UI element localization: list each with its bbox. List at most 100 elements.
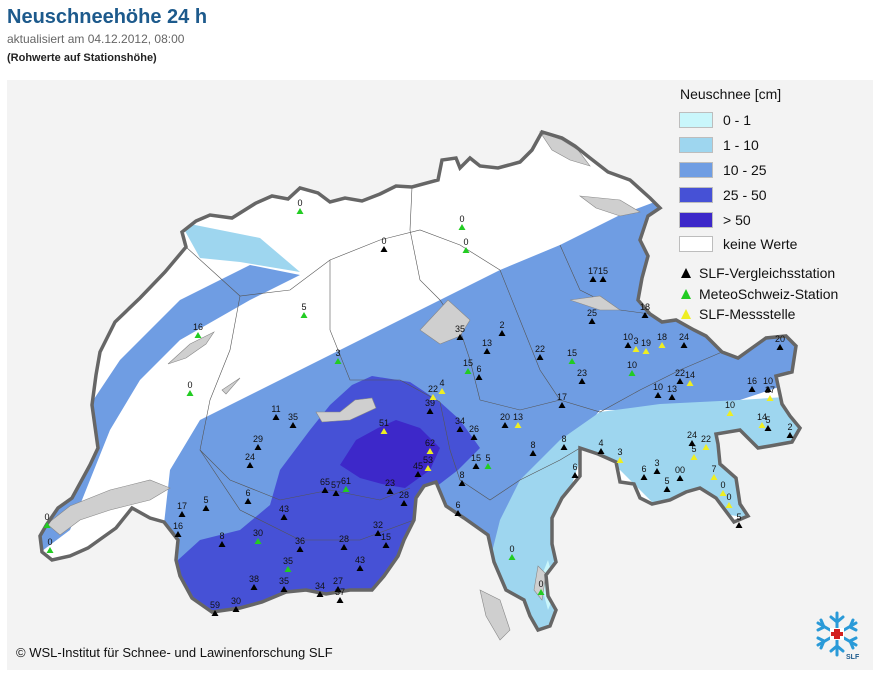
station-value: 36 [295,536,305,546]
station-value: 62 [425,438,435,448]
station-triangle [380,246,388,252]
station-value: 5 [301,302,306,312]
legend-symbol-slf-measure: SLF-Messstelle [681,306,795,322]
station-value: 5 [664,476,669,486]
station-marker: 34 [455,416,465,432]
station-value: 0 [459,214,464,224]
station-triangle [454,510,462,516]
legend-label: 25 - 50 [723,187,767,203]
page-title: Neuschneehöhe 24 h [7,6,208,28]
legend-class: keine Werte [679,235,797,253]
legend-label: 10 - 25 [723,162,767,178]
station-value: 26 [469,424,479,434]
station-triangle [632,346,640,352]
station-marker: 2 [498,320,506,336]
station-value: 53 [423,455,433,465]
station-triangle [599,276,607,282]
station-marker: 3 [632,336,640,352]
station-marker: 37 [335,587,345,603]
station-marker: 22 [701,434,711,450]
station-marker: 10 [763,376,773,392]
station-marker: 51 [379,418,389,434]
zone-1-10-jura [180,222,300,272]
station-marker: 15 [471,453,481,469]
station-marker: 6 [475,364,483,380]
station-value: 27 [333,576,343,586]
legend-class: 0 - 1 [679,111,751,129]
station-triangle [386,488,394,494]
station-marker: 5 [484,453,492,469]
station-marker: 17 [588,266,598,282]
station-marker: 8 [218,531,226,547]
station-marker: 18 [657,332,667,348]
station-triangle [719,490,727,496]
station-triangle [758,422,766,428]
station-triangle [380,428,388,434]
station-triangle [616,457,624,463]
station-triangle [641,312,649,318]
station-value: 57 [331,480,341,490]
station-marker: 3 [653,458,661,474]
station-marker: 14 [685,370,695,386]
station-value: 7 [711,464,716,474]
station-marker: 8 [560,434,568,450]
station-marker: 28 [399,490,409,506]
station-marker: 3 [616,447,624,463]
station-triangle [342,486,350,492]
station-marker: 62 [425,438,435,454]
station-triangle [458,480,466,486]
station-value: 5 [691,444,696,454]
station-value: 0 [187,380,192,390]
station-triangle [426,448,434,454]
legend-symbol-label: SLF-Messstelle [699,306,796,322]
station-value: 28 [339,534,349,544]
station-value: 4 [598,438,603,448]
station-marker: 17 [557,392,567,408]
station-triangle [174,531,182,537]
legend-symbol-label: SLF-Vergleichsstation [699,265,836,281]
legend-class: 1 - 10 [679,136,759,154]
station-marker: 22 [675,368,685,384]
station-triangle [414,471,422,477]
station-value: 15 [567,348,577,358]
station-triangle [374,530,382,536]
station-triangle [289,422,297,428]
station-marker: 23 [385,478,395,494]
station-value: 10 [725,400,735,410]
station-triangle [766,395,774,401]
station-triangle [356,565,364,571]
station-marker: 6 [640,464,648,480]
station-triangle [658,342,666,348]
zone-over-50 [340,420,440,488]
station-value: 15 [381,532,391,542]
snowflake-logo-icon[interactable] [812,609,862,661]
station-triangle [680,342,688,348]
station-value: 18 [657,332,667,342]
station-value: 8 [219,531,224,541]
station-triangle [558,402,566,408]
station-triangle [178,511,186,517]
station-marker: 38 [249,574,259,590]
station-marker: 15 [381,532,391,548]
station-value: 6 [641,464,646,474]
station-value: 39 [425,398,435,408]
station-marker: 00 [675,465,685,481]
station-value: 20 [775,334,785,344]
station-triangle [250,584,258,590]
station-marker: 28 [339,534,349,550]
station-triangle [218,541,226,547]
station-marker: 15 [598,266,608,282]
station-value: 35 [283,556,293,566]
station-triangle [272,414,280,420]
canton-borders [185,186,723,541]
legend-symbol-meteoswiss: MeteoSchweiz-Station [681,286,838,302]
update-timestamp: aktualisiert am 04.12.2012, 08:00 [7,32,185,46]
station-marker: 5 [300,302,308,318]
station-value: 0 [463,237,468,247]
station-value: 0 [44,512,49,522]
station-triangle [725,502,733,508]
legend-swatch [679,187,713,203]
station-marker: 32 [373,520,383,536]
